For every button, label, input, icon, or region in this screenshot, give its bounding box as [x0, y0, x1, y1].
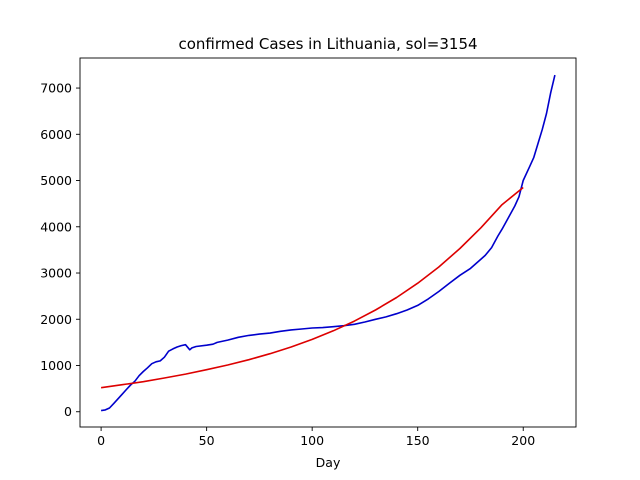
y-tick-label: 5000: [40, 173, 72, 188]
x-tick-label: 100: [300, 433, 324, 448]
chart-title: confirmed Cases in Lithuania, sol=3154: [178, 35, 477, 53]
y-tick-label: 3000: [40, 266, 72, 281]
confirmed-cases-line: [100, 74, 556, 412]
y-tick-label: 0: [64, 404, 72, 419]
x-tick-label: 150: [406, 433, 430, 448]
y-tick-label: 4000: [40, 219, 72, 234]
y-tick-label: 2000: [40, 312, 72, 327]
axes-frame: [79, 57, 577, 428]
y-tick-label: 6000: [40, 127, 72, 142]
fitted-curve-line: [100, 186, 524, 389]
x-tick-label: 200: [511, 433, 535, 448]
y-tick-label: 7000: [40, 81, 72, 96]
x-tick-label: 50: [199, 433, 215, 448]
y-tick-label: 1000: [40, 358, 72, 373]
x-axis-label: Day: [316, 455, 341, 470]
x-tick-label: 0: [97, 433, 105, 448]
plot-area: 0 50 100 150 2000100020003000400050006000700…: [40, 57, 577, 448]
